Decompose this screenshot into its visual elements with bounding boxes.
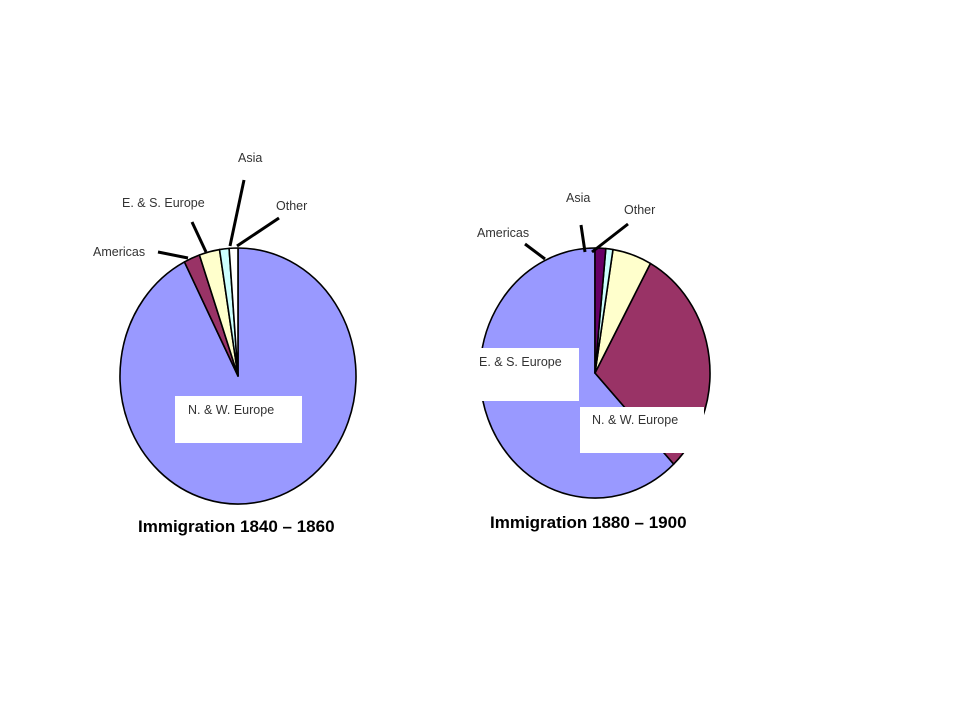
chart-title-1840-1860: Immigration 1840 – 1860 [138,517,335,536]
leader-line-asia [228,179,246,247]
slice-label-other: Other [276,199,307,213]
slice-label-asia: Asia [566,191,590,205]
leader-line-other [236,216,280,248]
slice-label-other: Other [624,203,655,217]
slice-label-asia: Asia [238,151,262,165]
leader-line-e-s-europe [190,221,208,253]
leader-line-americas [157,250,189,260]
leader-line-other [591,222,629,254]
leader-lines [157,179,280,260]
slice-label-e-s-europe: E. & S. Europe [479,355,562,369]
leader-line-asia [579,224,587,253]
pie-slices [119,247,357,505]
leader-line-americas [524,242,546,261]
label-box-e-s-europe [469,348,579,401]
leader-lines [524,222,629,261]
slice-label-n-w-europe: N. & W. Europe [188,403,274,417]
pie-chart-1840-1860: N. & W. Europe Americas E. & S. Europe A… [93,151,357,536]
slice-label-americas: Americas [93,245,145,259]
label-box-n-w-europe [175,396,302,443]
slice-label-n-w-europe: N. & W. Europe [592,413,678,427]
pie-chart-1880-1900: E. & S. Europe N. & W. Europe Americas A… [469,191,711,532]
label-box-n-w-europe [580,407,704,453]
slice-label-americas: Americas [477,226,529,240]
chart-title-1880-1900: Immigration 1880 – 1900 [490,513,687,532]
slice-label-e-s-europe: E. & S. Europe [122,196,205,210]
pie-slice-other [228,247,239,377]
